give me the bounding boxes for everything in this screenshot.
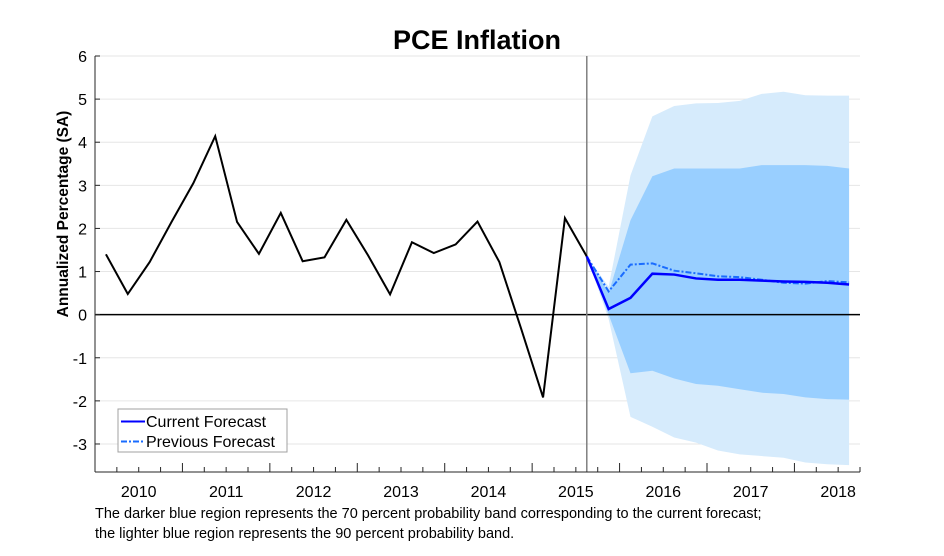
previous-forecast-line — [585, 255, 850, 294]
y-tick-label: 1 — [78, 265, 87, 282]
x-tick-label: 2015 — [558, 484, 594, 500]
caption-line-1: The darker blue region represents the 70… — [95, 506, 762, 522]
x-tick-label: 2010 — [121, 484, 157, 500]
x-tick-label: 2013 — [383, 484, 419, 500]
pce-inflation-chart: -3 -2 -1 0 1 2 3 4 5 6 2010 2011 2012 2013 2014 2015 201… — [55, 25, 861, 500]
band-70-percent — [586, 165, 850, 400]
legend-previous-label: Previous Forecast — [146, 434, 275, 451]
y-tick-label: -2 — [73, 394, 87, 411]
legend-box — [117, 408, 288, 453]
x-tick-label: 2011 — [209, 484, 244, 500]
series-lines — [105, 133, 850, 398]
y-tick-label: 5 — [78, 92, 87, 109]
axes: -3 -2 -1 0 1 2 3 4 5 6 2010 2011 2012 2013 2014 2015 201… — [73, 49, 861, 500]
legend-current-label: Current Forecast — [146, 414, 267, 431]
y-tick-label: -3 — [73, 437, 87, 454]
y-axis-label: Annualized Percentage (SA) — [55, 111, 72, 318]
current-forecast-line — [585, 255, 850, 311]
caption-line-2: the lighter blue region represents the 9… — [95, 526, 515, 542]
chart-title: PCE Inflation — [393, 25, 561, 55]
y-tick-label: 0 — [78, 308, 87, 325]
zero-line — [95, 56, 860, 472]
x-tick-label: 2014 — [471, 484, 507, 500]
y-tick-label: -1 — [73, 351, 87, 368]
history-line — [105, 133, 588, 398]
x-tick-label: 2016 — [645, 484, 681, 500]
y-tick-label: 6 — [78, 49, 87, 66]
x-tick-label: 2012 — [296, 484, 332, 500]
y-tick-label: 3 — [78, 178, 87, 195]
y-tick-label: 4 — [78, 135, 87, 152]
x-tick-label: 2018 — [820, 484, 856, 500]
grid — [95, 55, 860, 445]
x-tick-label: 2017 — [733, 484, 769, 500]
legend: Current Forecast Previous Forecast — [117, 408, 288, 453]
probability-bands — [586, 91, 850, 466]
y-tick-label: 2 — [78, 221, 87, 238]
